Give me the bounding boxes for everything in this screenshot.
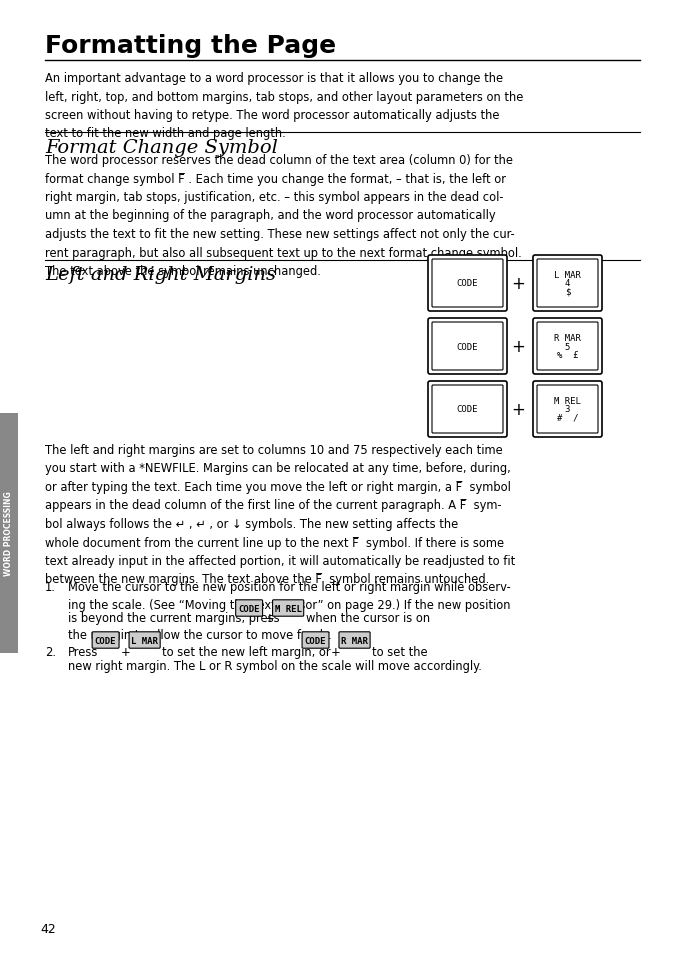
Text: +: + [331,645,341,659]
FancyBboxPatch shape [533,255,602,312]
Text: Formatting the Page: Formatting the Page [45,34,336,58]
FancyBboxPatch shape [92,632,119,649]
Text: when the cursor is on: when the cursor is on [306,612,430,624]
Text: +: + [265,612,274,624]
Text: $: $ [565,288,570,296]
Text: Format Change Symbol: Format Change Symbol [45,139,278,157]
FancyBboxPatch shape [537,386,598,434]
Text: #  /: # / [557,414,578,422]
FancyBboxPatch shape [428,255,507,312]
FancyBboxPatch shape [537,323,598,371]
Text: 4: 4 [565,279,570,288]
Text: CODE: CODE [457,279,479,288]
Text: The word processor reserves the dead column of the text area (column 0) for the
: The word processor reserves the dead col… [45,153,522,277]
Text: M REL: M REL [554,396,581,406]
FancyBboxPatch shape [428,381,507,437]
Text: CODE: CODE [239,604,260,613]
Text: %  £: % £ [557,351,578,359]
Text: 42: 42 [40,923,56,935]
Text: the margin to allow the cursor to move freely.: the margin to allow the cursor to move f… [68,628,332,641]
Text: CODE: CODE [457,405,479,414]
Text: +: + [121,645,131,659]
Text: +: + [511,274,525,293]
FancyBboxPatch shape [428,318,507,375]
FancyBboxPatch shape [236,600,263,617]
FancyBboxPatch shape [129,632,160,649]
Text: to set the new left margin, or: to set the new left margin, or [162,645,331,659]
Text: Left and Right Margins: Left and Right Margins [45,266,276,284]
FancyBboxPatch shape [537,260,598,308]
Text: CODE: CODE [305,636,326,645]
Text: An important advantage to a word processor is that it allows you to change the
l: An important advantage to a word process… [45,71,524,140]
Text: 1.: 1. [45,580,56,594]
Text: CODE: CODE [95,636,117,645]
Text: Move the cursor to the new position for the left or right margin while observ-
i: Move the cursor to the new position for … [68,580,511,612]
Text: to set the: to set the [372,645,428,659]
Text: 3: 3 [565,405,570,414]
Text: The left and right margins are set to columns 10 and 75 respectively each time
y: The left and right margins are set to co… [45,443,515,586]
Text: L MAR: L MAR [554,271,581,280]
Text: Press: Press [68,645,98,659]
Text: new right margin. The L or R symbol on the scale will move accordingly.: new right margin. The L or R symbol on t… [68,659,482,672]
FancyBboxPatch shape [432,323,503,371]
Text: +: + [511,337,525,355]
Text: +: + [511,400,525,418]
Text: 5: 5 [565,342,570,351]
Text: M REL: M REL [275,604,301,613]
Text: is beyond the current margins, press: is beyond the current margins, press [68,612,280,624]
Text: WORD PROCESSING: WORD PROCESSING [5,491,13,576]
Text: 2.: 2. [45,645,56,659]
Text: R MAR: R MAR [341,636,368,645]
FancyBboxPatch shape [0,414,18,654]
FancyBboxPatch shape [432,260,503,308]
Text: R MAR: R MAR [554,334,581,343]
FancyBboxPatch shape [302,632,329,649]
FancyBboxPatch shape [339,632,370,649]
FancyBboxPatch shape [272,600,304,617]
FancyBboxPatch shape [533,381,602,437]
FancyBboxPatch shape [533,318,602,375]
Text: L MAR: L MAR [131,636,158,645]
Text: CODE: CODE [457,342,479,351]
FancyBboxPatch shape [432,386,503,434]
